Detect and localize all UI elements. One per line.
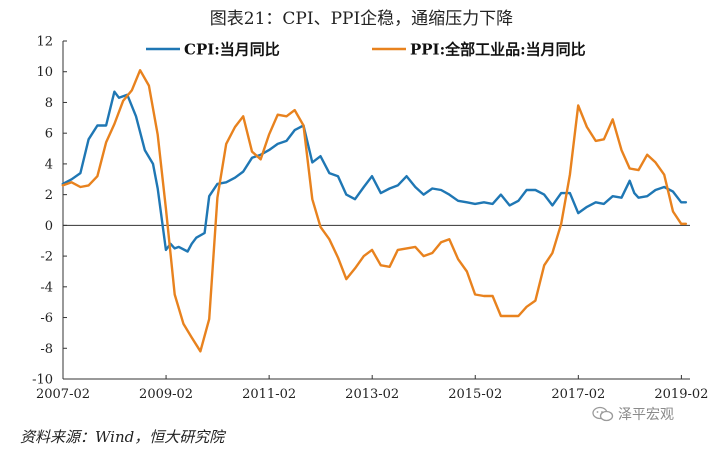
legend-label-cpi: CPI:当月同比 [184,41,280,59]
y-tick-label: 8 [45,96,53,111]
y-tick-label: 2 [45,188,53,203]
series-line-cpi [61,90,688,253]
y-tick-label: 0 [45,219,53,234]
y-tick-label: 4 [45,157,53,172]
y-tick-label: 10 [36,65,53,80]
y-tick-label: -2 [40,250,53,265]
watermark: 泽平宏观 [592,404,674,424]
x-tick-label: 2007-02 [36,387,90,402]
watermark-text: 泽平宏观 [618,407,674,423]
legend-label-ppi: PPI:全部工业品:当月同比 [410,41,586,59]
y-tick-label: 12 [36,35,53,50]
y-tick-label: -4 [40,280,53,295]
x-tick-label: 2011-02 [242,387,296,402]
source-note: 资料来源：Wind，恒大研究院 [20,428,225,446]
series-group [61,68,688,353]
wechat-icon [592,406,614,422]
chart-title: 图表21：CPI、PPI企稳，通缩压力下降 [209,9,514,29]
y-tick-label: -6 [40,311,53,326]
x-tick-label: 2015-02 [448,387,502,402]
x-tick-label: 2013-02 [345,387,399,402]
x-tick-label: 2019-02 [654,387,708,402]
series-line-ppi [61,68,688,353]
y-tick-label: -8 [40,342,53,357]
legend: CPI:当月同比 PPI:全部工业品:当月同比 [146,41,586,59]
x-ticks: 2007-02 2009-02 2011-02 2013-02 2015-02 2017-… [36,375,708,402]
y-tick-label: -10 [32,373,53,388]
x-tick-label: 2009-02 [139,387,193,402]
y-tick-label: 6 [45,127,53,142]
y-ticks: -10 -8 -6 -4 -2 0 2 4 6 8 10 12 [32,35,67,388]
x-tick-label: 2017-02 [551,387,605,402]
